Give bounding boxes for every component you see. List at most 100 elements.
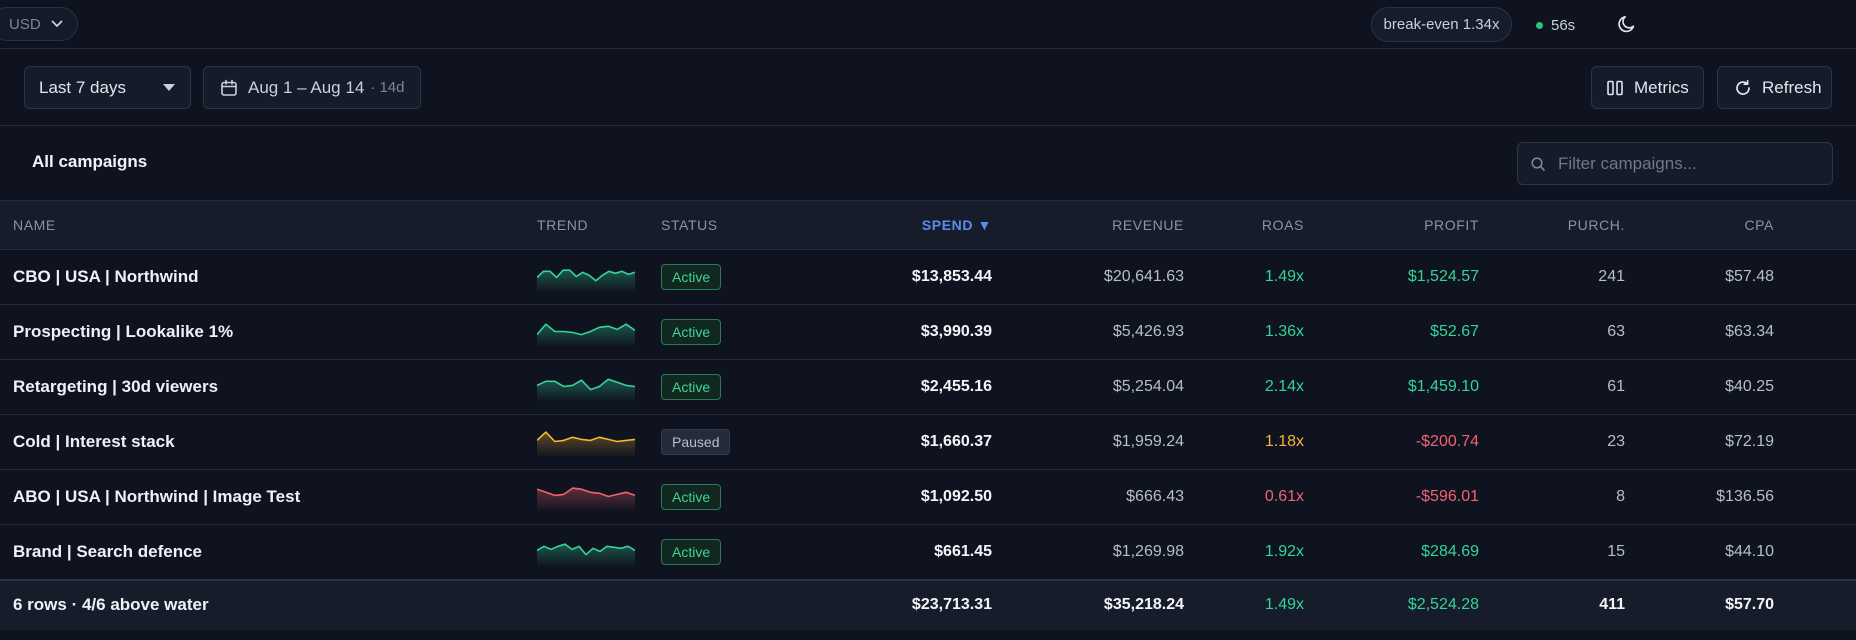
trend-cell	[537, 470, 661, 525]
date-range-label: Aug 1 – Aug 14	[248, 77, 365, 97]
table-row[interactable]: CBO | USA | Northwind Active $13,853.44 $20…	[0, 250, 1856, 305]
purchases-value: 15	[1607, 542, 1625, 560]
trend-line	[537, 323, 635, 336]
status-badge: Active	[661, 484, 722, 510]
table-row[interactable]: Prospecting | Lookalike 1% Active $3,990.3…	[0, 305, 1856, 360]
trend-sparkline	[537, 323, 635, 346]
table-row[interactable]: ABO | USA | Northwind | Image Test Active…	[0, 470, 1856, 525]
row-spacer	[1774, 305, 1856, 360]
profit-value: $1,524.57	[1407, 268, 1479, 285]
table-row[interactable]: Brand | Search defence Active $661.45 $1,26…	[0, 525, 1856, 580]
footer-profit: $2,524.28	[1407, 596, 1479, 613]
toolbar: Last 7 days Aug 1 – Aug 14 · 14d Metrics…	[0, 49, 1856, 126]
refresh-timer: 56s	[1536, 14, 1575, 36]
footer-purchases: 411	[1599, 596, 1625, 613]
profit-value: $284.69	[1421, 542, 1479, 560]
campaign-name[interactable]: Prospecting | Lookalike 1%	[13, 322, 234, 341]
trend-line	[537, 431, 635, 443]
roas-value: 1.36x	[1264, 323, 1304, 340]
campaign-name[interactable]: Cold | Interest stack	[13, 432, 175, 451]
roas-value: 1.18x	[1264, 433, 1304, 450]
currency-select[interactable]: USD	[0, 7, 78, 41]
footer-summary-label: 6 rows · 4/6 above water	[13, 595, 209, 614]
table-row[interactable]: Retargeting | 30d viewers Active $2,455.16…	[0, 360, 1856, 415]
table-header-row: NAME TREND STATUS SPEND ▼ REVENUE ROAS P…	[0, 200, 1856, 250]
column-header-revenue[interactable]: REVENUE	[992, 200, 1184, 250]
calendar-icon	[221, 79, 237, 96]
refresh-icon	[1736, 79, 1750, 95]
date-range-select[interactable]: Last 7 days	[24, 66, 191, 109]
footer-status-cell	[661, 580, 831, 630]
refresh-label: Refresh	[1762, 77, 1822, 97]
column-header-roas[interactable]: ROAS	[1184, 200, 1304, 250]
live-status-dot	[1536, 21, 1543, 29]
trend-line	[537, 378, 635, 391]
trend-cell	[537, 305, 661, 360]
table-row[interactable]: Cold | Interest stack Paused $1,660.37 $1,9…	[0, 415, 1856, 470]
campaigns-table: NAME TREND STATUS SPEND ▼ REVENUE ROAS P…	[0, 200, 1856, 630]
campaign-name[interactable]: CBO | USA | Northwind	[13, 267, 199, 286]
column-header-profit[interactable]: PROFIT	[1304, 200, 1479, 250]
status-cell: Active	[661, 250, 831, 305]
footer-revenue: $35,218.24	[1103, 596, 1184, 613]
revenue-value: $666.43	[1126, 488, 1184, 505]
footer-cpa: $57.70	[1725, 596, 1774, 613]
column-header-spacer	[1774, 200, 1856, 250]
spend-value: $2,455.16	[920, 378, 992, 395]
column-header-spend[interactable]: SPEND ▼	[831, 200, 992, 250]
section-title: All campaigns	[32, 152, 148, 171]
purchases-value: 241	[1598, 268, 1625, 285]
trend-line	[537, 487, 635, 498]
trend-sparkline	[537, 269, 635, 291]
table-footer-row: 6 rows · 4/6 above water $23,713.31 $35,…	[0, 579, 1856, 630]
revenue-value: $1,269.98	[1112, 542, 1184, 560]
status-cell: Active	[661, 360, 831, 415]
trend-sparkline	[537, 487, 635, 511]
status-cell: Paused	[661, 415, 831, 470]
purchases-value: 63	[1607, 323, 1625, 340]
campaign-name[interactable]: ABO | USA | Northwind | Image Test	[13, 487, 301, 506]
day-count-label: · 14d	[370, 79, 405, 96]
status-badge: Active	[661, 374, 722, 400]
profit-value: $1,459.10	[1407, 378, 1479, 395]
trend-area	[537, 270, 635, 291]
trend-area	[537, 379, 635, 401]
table-body: CBO | USA | Northwind Active $13,853.44 $20…	[0, 250, 1856, 580]
column-header-purchases[interactable]: PURCH.	[1479, 200, 1625, 250]
spend-value: $1,092.50	[920, 488, 992, 505]
filter-field[interactable]	[1517, 142, 1833, 185]
status-cell: Active	[661, 470, 831, 525]
column-header-cpa[interactable]: CPA	[1625, 200, 1774, 250]
status-badge: Active	[661, 319, 722, 345]
top-bar: USD break-even 1.34x 56s	[0, 0, 1856, 49]
column-header-trend: TREND	[537, 200, 661, 250]
refresh-button[interactable]: Refresh	[1717, 66, 1832, 109]
row-spacer	[1774, 415, 1856, 470]
column-header-status[interactable]: STATUS	[661, 200, 831, 250]
column-header-name[interactable]: NAME	[0, 200, 537, 250]
purchases-value: 8	[1616, 488, 1625, 505]
purchases-value: 61	[1607, 378, 1625, 395]
spend-value: $3,990.39	[920, 323, 992, 340]
campaign-name[interactable]: Retargeting | 30d viewers	[13, 377, 219, 396]
spend-value: $13,853.44	[911, 268, 992, 285]
trend-cell	[537, 415, 661, 470]
trend-area	[537, 324, 635, 346]
spend-value: $1,660.37	[920, 433, 992, 450]
chevron-down-icon	[51, 20, 63, 28]
filter-input[interactable]	[1558, 153, 1818, 174]
row-spacer	[1774, 525, 1856, 580]
cpa-value: $136.56	[1716, 488, 1774, 505]
metrics-button[interactable]: Metrics	[1591, 66, 1704, 109]
revenue-value: $1,959.24	[1112, 433, 1184, 450]
roas-value: 1.49x	[1264, 268, 1304, 285]
trend-cell	[537, 525, 661, 580]
status-badge: Paused	[661, 429, 731, 455]
profit-value: -$200.74	[1415, 433, 1479, 450]
moon-icon[interactable]	[1616, 13, 1638, 35]
trend-sparkline	[537, 378, 635, 401]
search-icon	[1531, 156, 1545, 171]
date-picker-button[interactable]: Aug 1 – Aug 14 · 14d	[203, 66, 421, 109]
cpa-value: $57.48	[1725, 268, 1774, 285]
campaign-name[interactable]: Brand | Search defence	[13, 541, 202, 561]
